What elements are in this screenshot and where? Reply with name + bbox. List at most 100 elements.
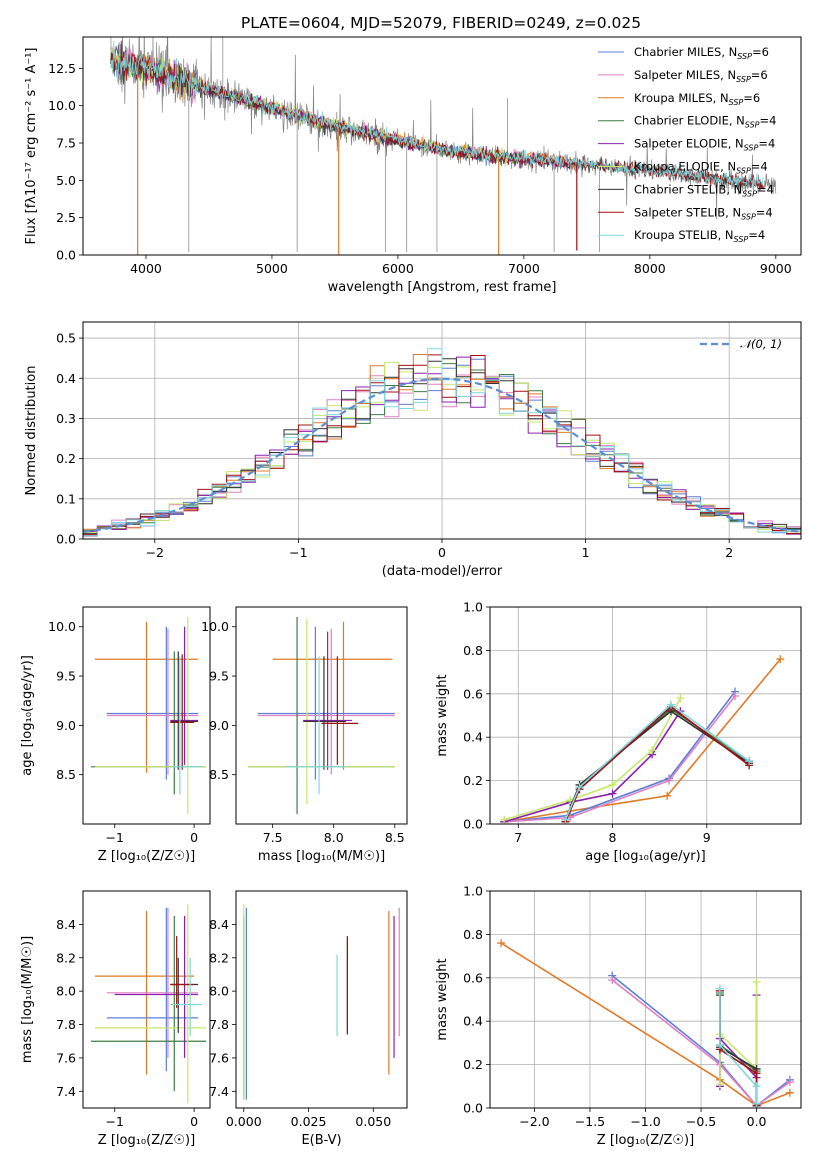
legend-subscript: SSP <box>745 121 760 130</box>
mass-weight-marker <box>608 789 617 798</box>
legend-suffix: =4 <box>756 205 773 219</box>
massweight-vs-age-axes: 7 8 9 0.0 0.2 0.4 0.6 0.8 1.0 age [log₁₀(age/yr)]… <box>435 600 802 864</box>
age-vs-mass-frame <box>235 606 408 825</box>
residuals-ylabel: Normed distribution <box>24 366 39 496</box>
mass-vs-Z-ytick-label: 7.6 <box>56 1050 76 1065</box>
age-vs-mass-xtick-label: 7.5 <box>263 830 283 845</box>
legend-label: Salpeter STELIB, N <box>634 205 741 219</box>
age-vs-mass-ytick-label: 9.5 <box>209 669 229 684</box>
spectrum-plot-area <box>110 37 777 255</box>
residuals-xtick-label: 2 <box>725 545 733 560</box>
legend-suffix: =6 <box>751 68 768 82</box>
mass-weight-line <box>504 695 736 823</box>
legend-suffix: =4 <box>760 114 777 128</box>
mass-weight-line <box>611 979 791 1107</box>
mass-weight-marker <box>608 780 617 789</box>
legend-subscript: SSP <box>737 52 752 61</box>
massweight-vs-Z-xtick-label: −2.0 <box>519 1114 549 1129</box>
mass-weight-line <box>719 995 758 1087</box>
massweight-vs-Z-axes: −2.0 −1.5 −1.0 −0.5 0.0 0.0 0.2 0.4 0.6 0.8 1.0 Z [… <box>435 884 802 1148</box>
age-vs-mass-ytick-label: 10.0 <box>201 619 229 634</box>
mass-weight-marker <box>500 815 509 824</box>
mass-vs-EBV-frame <box>235 890 408 1109</box>
mass-weight-marker <box>666 700 675 709</box>
legend-entry: Kroupa ELODIE, NSSP=4 <box>634 160 768 176</box>
massweight-vs-Z-ytick-label: 0.4 <box>463 1014 483 1029</box>
mass-weight-marker <box>715 1080 724 1089</box>
mass-vs-EBV-xtick-label: 0.000 <box>226 1114 262 1129</box>
mass-weight-marker <box>776 655 785 664</box>
mass-weight-marker <box>752 1099 761 1108</box>
age-vs-mass-xlabel: mass [log₁₀(M/M☉)] <box>258 849 385 864</box>
massweight-vs-Z-ylabel: mass weight <box>435 958 450 1040</box>
mass-vs-Z-plot-area <box>90 904 207 1103</box>
mass-weight-line <box>504 691 736 823</box>
massweight-vs-Z-ytick-label: 0.0 <box>463 1101 483 1116</box>
mass-weight-line <box>503 697 682 821</box>
mass-weight-marker <box>663 791 672 800</box>
massweight-vs-Z-xtick-label: 0.0 <box>747 1114 767 1129</box>
normal-reference-curve <box>83 377 801 534</box>
mass-weight-marker <box>715 1041 724 1050</box>
legend-entry: Chabrier STELIB, NSSP=4 <box>634 182 774 198</box>
residuals-ytick-label: 0.3 <box>56 411 76 426</box>
spectrum-frame <box>82 36 802 256</box>
massweight-vs-Z-plot-area <box>490 891 801 1108</box>
spectrum-ylabel: Flux [fλ10⁻¹⁷ erg cm⁻² s⁻¹ A⁻¹] <box>24 48 39 245</box>
age-vs-mass-ytick-label: 9.0 <box>209 718 229 733</box>
mass-vs-EBV-plot-area <box>243 904 400 1100</box>
mass-weight-line <box>503 710 682 823</box>
legend-label: Salpeter MILES, N <box>634 68 736 82</box>
spectrum-xtick-label: 6000 <box>382 261 414 276</box>
spectrum-ytick-label: 12.5 <box>48 61 76 76</box>
mass-weight-marker <box>745 757 754 766</box>
mass-vs-Z-xtick-label: −1 <box>106 1114 124 1129</box>
age-vs-mass-ytick-label: 8.5 <box>209 767 229 782</box>
legend-label: Chabrier MILES, N <box>634 45 737 59</box>
mass-vs-EBV-ytick-label: 7.6 <box>209 1050 229 1065</box>
age-vs-Z-xtick-label: 0 <box>190 830 198 845</box>
mass-weight-marker <box>731 691 740 700</box>
age-vs-Z-ytick-label: 8.5 <box>56 767 76 782</box>
legend-subscript: SSP <box>742 189 757 198</box>
age-vs-Z-ylabel: age [log₁₀(age/yr)] <box>20 655 35 776</box>
spectrum-xtick-label: 4000 <box>130 261 162 276</box>
massweight-vs-age-xtick-label: 7 <box>514 830 522 845</box>
age-vs-Z-ytick-label: 9.0 <box>56 718 76 733</box>
legend-entry: Kroupa STELIB, NSSP=4 <box>634 228 765 244</box>
mass-vs-EBV-ytick-label: 8.2 <box>209 950 229 965</box>
legend-subscript: SSP <box>736 75 751 84</box>
legend-label: Chabrier ELODIE, N <box>634 114 745 128</box>
legend-entry: Salpeter MILES, NSSP=6 <box>634 68 768 84</box>
legend-subscript: SSP <box>729 98 744 107</box>
residuals-ytick-label: 0.1 <box>56 491 76 506</box>
mass-weight-line <box>564 703 750 821</box>
residuals-xtick-label: −2 <box>146 545 164 560</box>
massweight-vs-age-xtick-label: 8 <box>609 830 617 845</box>
residuals-ytick-label: 0.0 <box>56 532 76 547</box>
residual-histogram <box>83 348 801 537</box>
massweight-vs-age-ytick-label: 0.6 <box>463 686 483 701</box>
mass-weight-line <box>564 710 750 821</box>
legend-label: Salpeter ELODIE, N <box>634 137 744 151</box>
legend-entry: Salpeter ELODIE, NSSP=4 <box>634 137 775 153</box>
mass-weight-marker <box>608 975 617 984</box>
massweight-vs-age-ytick-label: 1.0 <box>463 600 483 615</box>
legend-label: Chabrier STELIB, N <box>634 182 742 196</box>
spectrum-xlabel: wavelength [Angstrom, rest frame] <box>328 280 557 295</box>
mass-weight-line <box>503 658 781 823</box>
mass-vs-Z-ytick-label: 8.2 <box>56 950 76 965</box>
mass-vs-Z-axes: −1 0 7.4 7.6 7.8 8.0 8.2 8.4 Z [log₁₀(Z/Z☉)] mass… <box>20 890 211 1148</box>
age-vs-Z-ytick-label: 9.5 <box>56 669 76 684</box>
legend-subscript: SSP <box>744 144 759 153</box>
mass-vs-Z-xtick-label: 0 <box>190 1114 198 1129</box>
legend-label: Kroupa STELIB, N <box>634 228 734 242</box>
massweight-vs-Z-xtick-label: −1.0 <box>630 1114 660 1129</box>
spectrum-ytick-label: 10.0 <box>48 98 76 113</box>
mass-vs-EBV-xlabel: E(B-V) <box>301 1133 341 1148</box>
spectrum-ytick-label: 0.0 <box>56 248 76 263</box>
massweight-vs-age-plot-area <box>490 607 801 824</box>
age-vs-Z-xlabel: Z [log₁₀(Z/Z☉)] <box>98 849 195 864</box>
mass-weight-marker <box>575 783 584 792</box>
spectrum-ytick-label: 5.0 <box>56 173 76 188</box>
